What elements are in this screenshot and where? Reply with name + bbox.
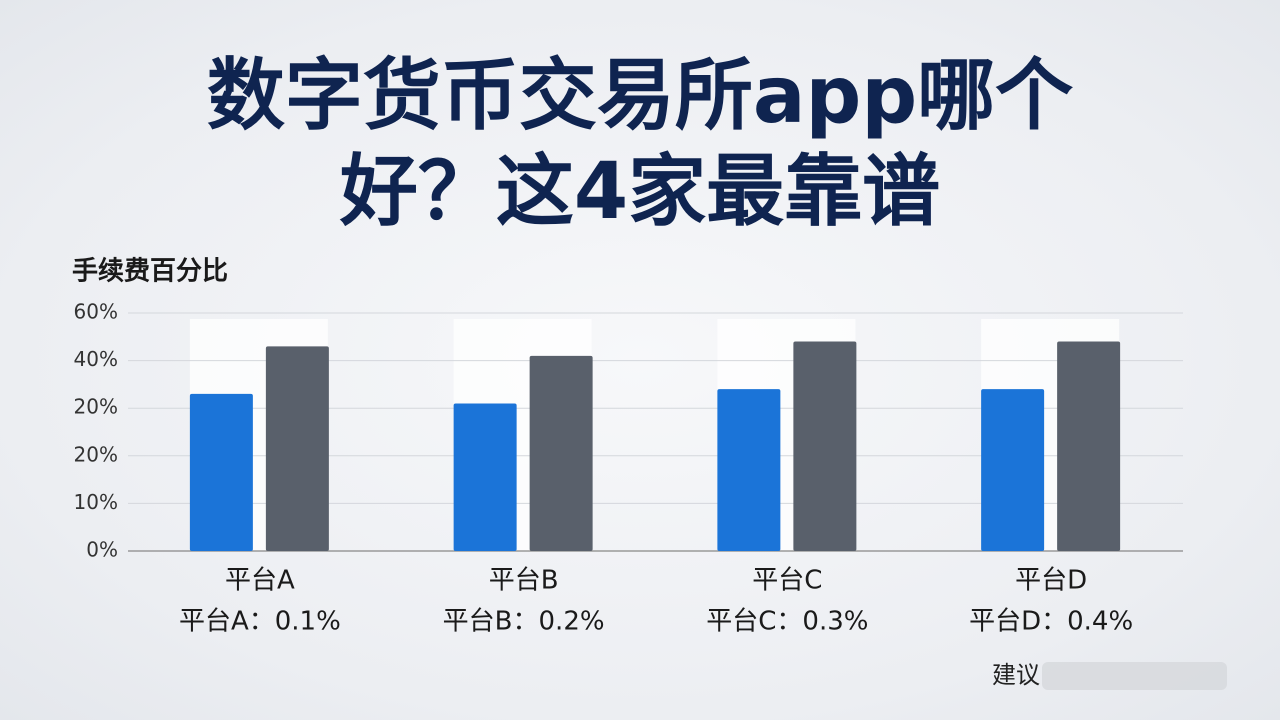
y-tick-label: 60% (74, 300, 118, 324)
y-tick-label: 20% (74, 442, 118, 466)
bar (265, 346, 329, 551)
bar (981, 389, 1045, 551)
bar (453, 403, 517, 551)
y-tick-label: 20% (74, 395, 118, 419)
category-note: 平台D：0.4% (969, 607, 1133, 637)
title: 数字货币交易所app哪个好？这4家最靠谱 (206, 51, 1074, 237)
category-note: 平台A：0.1% (179, 607, 341, 637)
footer: 建议 (992, 661, 1040, 689)
bar (189, 393, 253, 551)
bar (1057, 341, 1121, 551)
blurred-text (1042, 662, 1227, 690)
category-note: 平台C：0.3% (706, 607, 868, 637)
x-tick-label: 平台B (489, 566, 559, 596)
y-tick-label: 10% (74, 490, 118, 514)
x-tick-label: 平台C (752, 566, 822, 596)
bar (793, 341, 857, 551)
bar (717, 389, 781, 551)
bar (529, 355, 593, 551)
category-note: 平台B：0.2% (443, 607, 605, 637)
y-tick-label: 40% (74, 347, 118, 371)
x-tick-label: 平台A (225, 566, 295, 596)
y-tick-label: 0% (86, 538, 118, 562)
x-tick-label: 平台D (1015, 566, 1087, 596)
y-axis-title: 手续费百分比 (72, 256, 228, 287)
